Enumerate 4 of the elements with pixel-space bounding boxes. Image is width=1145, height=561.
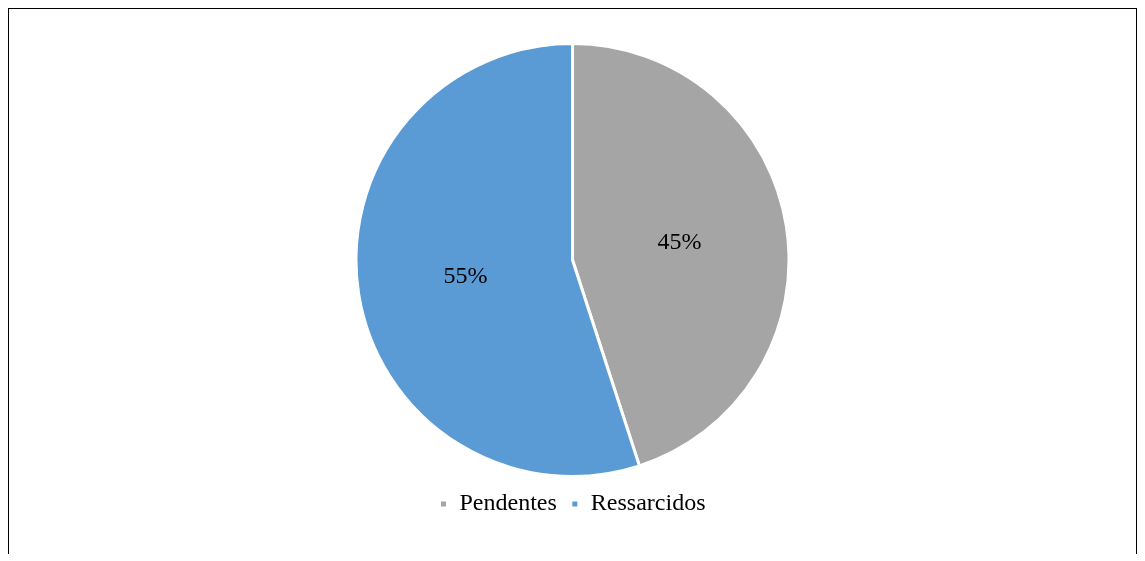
data-label: 55% (443, 262, 488, 289)
legend-label: Pendentes (459, 489, 557, 516)
legend-label: Ressarcidos (590, 489, 706, 516)
data-label: 45% (657, 228, 702, 255)
